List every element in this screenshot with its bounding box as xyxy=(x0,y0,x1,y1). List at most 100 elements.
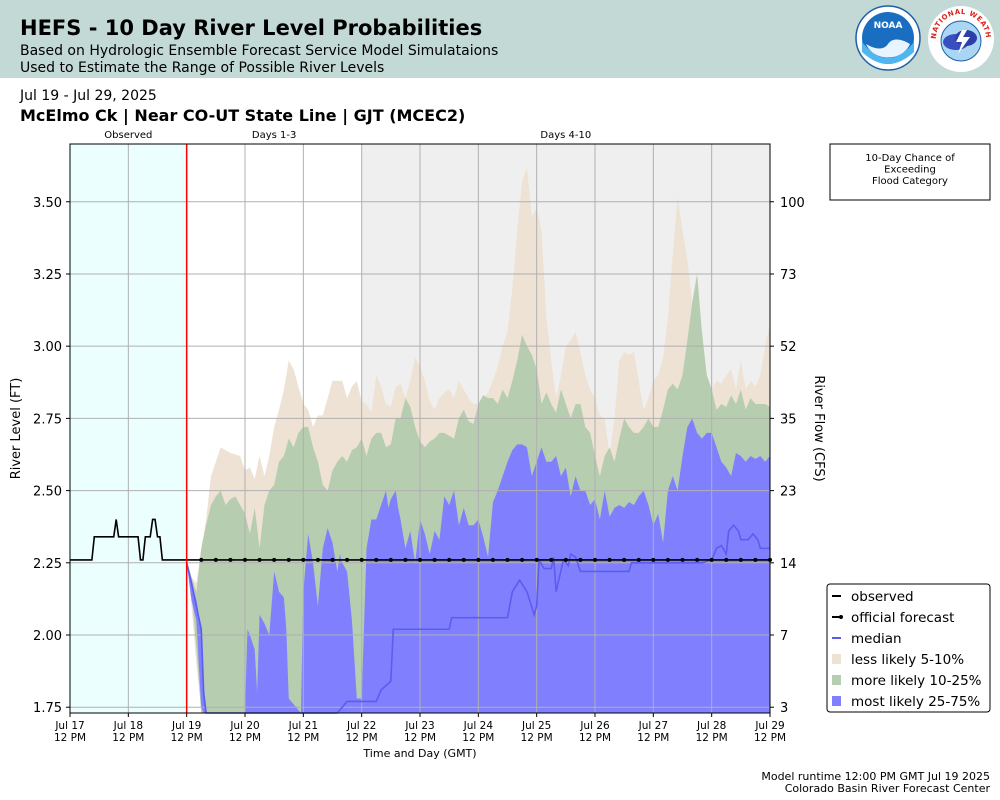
flood-category-box xyxy=(829,143,991,201)
forecast-point-26 xyxy=(563,557,568,562)
legend-more-swatch xyxy=(832,675,841,685)
y-axis-label: River Level (FT) xyxy=(9,378,24,480)
x-tick-time-6: 12 PM xyxy=(404,732,436,744)
x-tick-label-5: Jul 22 xyxy=(346,720,376,732)
median-line xyxy=(185,524,770,714)
y-tick-label-2: 2.25 xyxy=(33,557,62,572)
forecast-point-2 xyxy=(213,557,218,562)
y2-tick-label-5: 52 xyxy=(780,340,797,355)
forecast-point-19 xyxy=(461,557,466,562)
forecast-point-24 xyxy=(534,557,539,562)
observed-line xyxy=(70,518,187,561)
x-tick-label-8: Jul 25 xyxy=(521,720,551,732)
noaa-logo-text: NOAA xyxy=(874,21,903,31)
x-tick-time-9: 12 PM xyxy=(579,732,611,744)
y2-tick-label-3: 23 xyxy=(780,485,797,500)
y-tick-label-3: 2.50 xyxy=(33,485,62,500)
forecast-point-14 xyxy=(388,557,393,562)
x-tick-time-10: 12 PM xyxy=(637,732,669,744)
y-tick-label-0: 1.75 xyxy=(33,701,62,716)
forecast-point-37 xyxy=(724,557,729,562)
x-tick-time-3: 12 PM xyxy=(229,732,261,744)
legend-observed-label: observed xyxy=(851,589,914,605)
date-range: Jul 19 - Jul 29, 2025 xyxy=(20,88,157,104)
location-title: McElmo Ck | Near CO-UT State Line | GJT … xyxy=(20,106,466,125)
forecast-point-5 xyxy=(257,557,262,562)
legend-more-label: more likely 10-25% xyxy=(851,673,982,689)
forecast-point-10 xyxy=(330,557,335,562)
x-tick-label-7: Jul 24 xyxy=(463,720,494,732)
forecast-point-7 xyxy=(286,557,291,562)
section-label-2: Days 4-10 xyxy=(540,130,591,141)
flood-box-line-0: 10-Day Chance of xyxy=(865,153,955,164)
forecast-point-25 xyxy=(549,557,554,562)
forecast-point-31 xyxy=(636,557,641,562)
forecast-point-11 xyxy=(345,557,350,562)
y-tick-label-1: 2.00 xyxy=(33,629,62,644)
forecast-point-27 xyxy=(578,557,583,562)
x-tick-label-2: Jul 19 xyxy=(171,720,201,732)
x-tick-label-0: Jul 17 xyxy=(54,720,84,732)
forecast-point-34 xyxy=(680,557,685,562)
x-tick-label-6: Jul 23 xyxy=(404,720,434,732)
y-tick-label-4: 2.75 xyxy=(33,412,62,427)
forecast-point-3 xyxy=(228,557,233,562)
y-tick-label-5: 3.00 xyxy=(33,340,62,355)
forecast-point-28 xyxy=(593,557,597,562)
forecast-point-30 xyxy=(622,557,627,562)
forecast-point-29 xyxy=(607,557,612,562)
x-tick-time-8: 12 PM xyxy=(521,732,553,744)
forecast-point-21 xyxy=(490,557,495,562)
x-tick-time-12: 12 PM xyxy=(754,732,786,744)
forecast-point-33 xyxy=(665,557,670,562)
y2-tick-label-0: 3 xyxy=(780,701,788,716)
legend-box xyxy=(826,583,991,713)
page-subtitle-2: Used to Estimate the Range of Possible R… xyxy=(20,60,385,76)
forecast-point-39 xyxy=(753,557,758,562)
x-tick-label-12: Jul 29 xyxy=(754,720,784,732)
forecast-point-9 xyxy=(315,557,320,562)
forecast-point-12 xyxy=(359,557,364,562)
noaa-logo: NOAA xyxy=(855,5,921,71)
legend-median-label: median xyxy=(851,631,902,647)
nws-logo: NATIONAL WEATHER SERVICE xyxy=(926,4,994,72)
y-tick-label-7: 3.50 xyxy=(33,196,62,211)
x-tick-time-7: 12 PM xyxy=(462,732,494,744)
x-tick-time-4: 12 PM xyxy=(287,732,319,744)
x-axis-label: Time and Day (GMT) xyxy=(362,747,476,760)
x-tick-label-9: Jul 26 xyxy=(579,720,610,732)
x-tick-time-0: 12 PM xyxy=(54,732,86,744)
legend-less-swatch xyxy=(832,654,841,664)
x-tick-label-11: Jul 28 xyxy=(696,720,726,732)
page-title: HEFS - 10 Day River Level Probabilities xyxy=(20,16,483,40)
forecast-point-6 xyxy=(272,557,277,562)
legend-most-swatch xyxy=(832,696,841,706)
section-label-1: Days 1-3 xyxy=(252,130,296,141)
forecast-point-17 xyxy=(432,557,437,562)
forecast-point-18 xyxy=(447,557,452,562)
y2-axis-label: River Flow (CFS) xyxy=(811,375,826,481)
forecast-point-15 xyxy=(403,557,408,562)
x-tick-label-10: Jul 27 xyxy=(638,720,668,732)
x-tick-time-5: 12 PM xyxy=(346,732,378,744)
legend-forecast-dot xyxy=(839,615,843,619)
forecast-point-23 xyxy=(520,557,525,562)
flood-box-line-2: Flood Category xyxy=(872,176,948,187)
forecast-point-35 xyxy=(695,557,700,562)
forecast-point-22 xyxy=(505,557,510,562)
forecast-point-38 xyxy=(738,557,743,562)
forecast-point-36 xyxy=(709,557,714,562)
y2-tick-label-7: 100 xyxy=(780,196,805,211)
x-tick-time-1: 12 PM xyxy=(112,732,144,744)
section-label-0: Observed xyxy=(104,130,152,141)
header-banner: HEFS - 10 Day River Level Probabilities … xyxy=(0,0,1000,78)
y2-tick-label-2: 14 xyxy=(780,557,797,572)
flood-box-line-1: Exceeding xyxy=(884,165,936,176)
forecast-point-1 xyxy=(199,557,204,562)
x-tick-time-2: 12 PM xyxy=(171,732,203,744)
forecast-point-32 xyxy=(651,557,656,562)
x-tick-label-1: Jul 18 xyxy=(113,720,143,732)
forecast-point-8 xyxy=(301,557,306,562)
